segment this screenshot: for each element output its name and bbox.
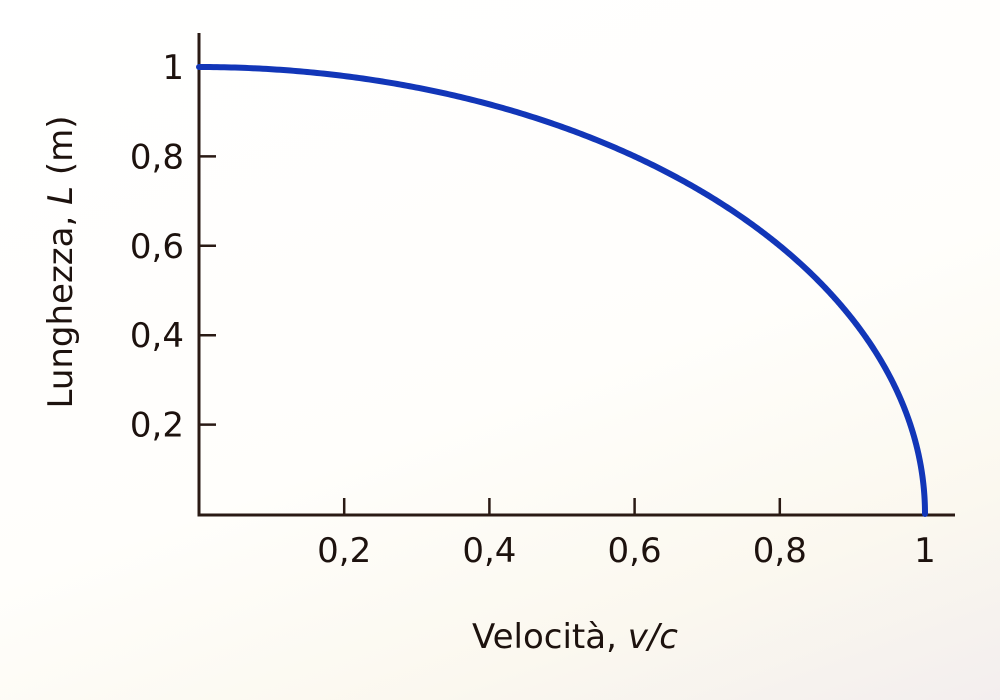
x-tick-label: 0,8 — [753, 531, 807, 571]
ticks — [199, 155, 782, 514]
y-axis-title: Lunghezza, L (m) — [41, 115, 81, 408]
x-tick-label: 0,4 — [462, 531, 516, 571]
y-axis-title-variable: L — [41, 186, 81, 205]
y-tick-label: 1 — [162, 48, 184, 88]
x-tick-label: 0,6 — [608, 531, 662, 571]
x-axis-title-text: Velocità, — [472, 617, 628, 657]
x-tick-label: 0,2 — [317, 531, 371, 571]
x-tick-label: 1 — [914, 531, 936, 571]
data-curve — [196, 64, 928, 517]
y-axis-title-text: Lunghezza, — [41, 205, 81, 409]
y-tick-label: 0,8 — [130, 137, 184, 177]
x-axis-title-variable: v/c — [628, 617, 679, 657]
y-tick-label: 0,4 — [130, 316, 184, 356]
x-axis-title: Velocità, v/c — [472, 617, 678, 657]
axes — [197, 33, 955, 517]
y-tick-label: 0,6 — [130, 227, 184, 267]
tick-labels: 0,2 0,4 0,6 0,8 1 0,2 0,4 0,6 0,8 1 — [130, 48, 936, 571]
y-tick-label: 0,2 — [130, 406, 184, 446]
y-axis-title-unit: (m) — [41, 115, 81, 185]
